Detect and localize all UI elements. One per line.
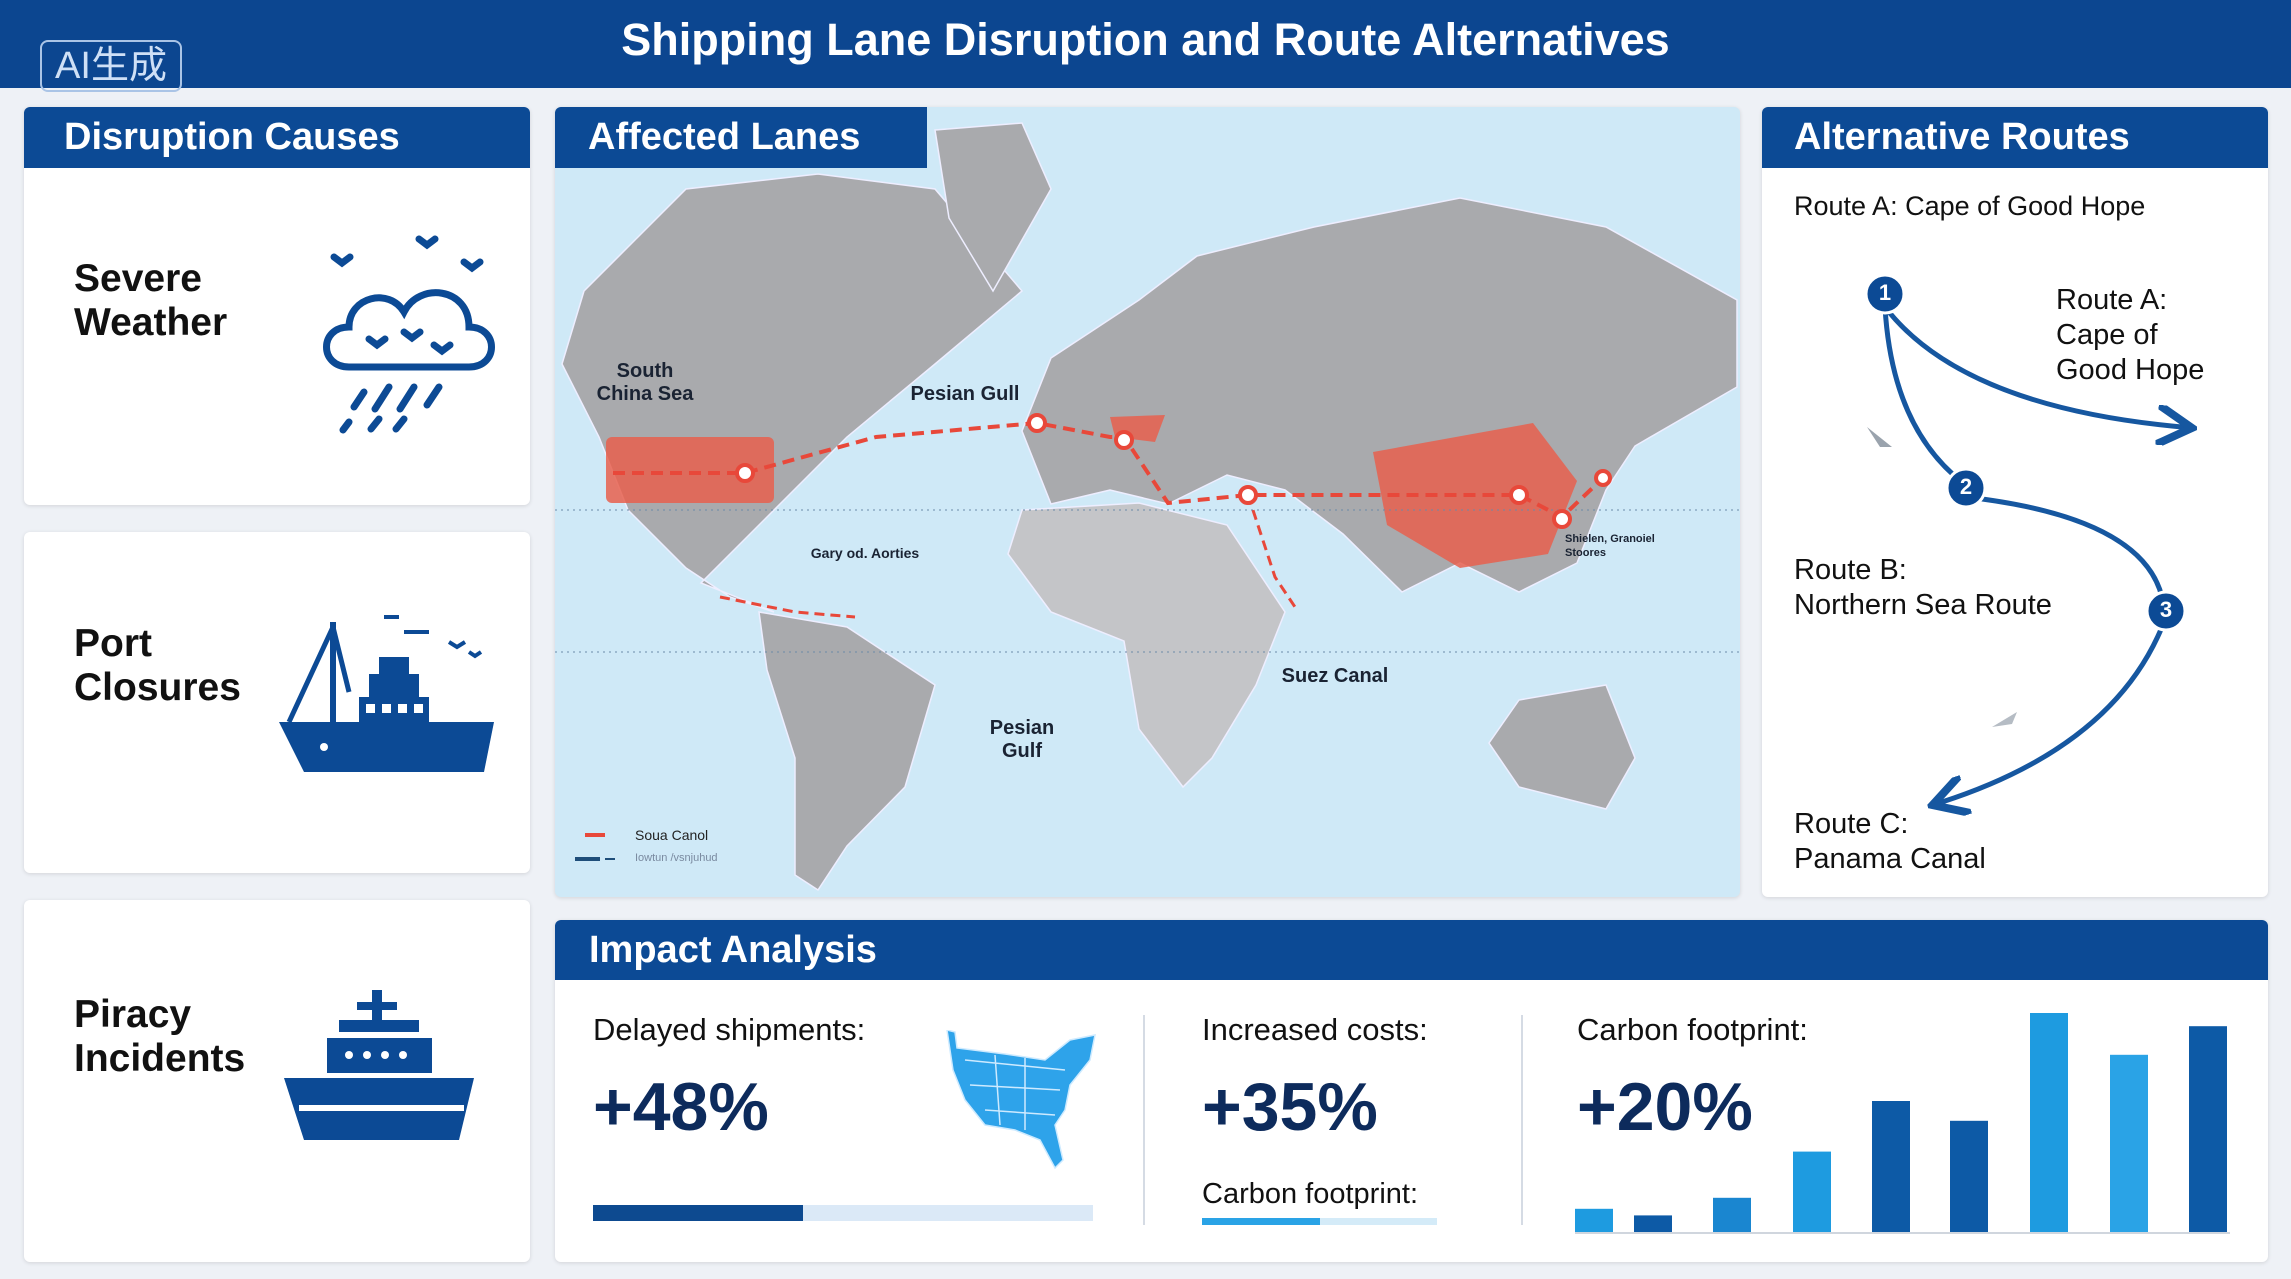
- costs-label: Increased costs:: [1202, 1012, 1428, 1047]
- ai-badge: AI生成: [40, 40, 182, 92]
- map-label: South China Sea: [596, 360, 694, 405]
- progress-fill: [593, 1205, 803, 1221]
- route-a-path: [1882, 304, 2182, 427]
- route-a-label[interactable]: Route A: Cape of Good Hope: [2056, 284, 2205, 386]
- delayed-label: Delayed shipments:: [593, 1012, 866, 1047]
- cause-label: Port Closures: [74, 622, 241, 709]
- cause-label: Severe Weather: [74, 257, 228, 344]
- bar: [1634, 1215, 1672, 1233]
- panel-title: Disruption Causes: [24, 107, 530, 168]
- bar: [2110, 1054, 2148, 1233]
- route-segment: [1882, 304, 1965, 485]
- cursor-icon: [1867, 427, 1892, 447]
- bar: [1872, 1101, 1910, 1233]
- costs-sub-label: Carbon footprint:: [1202, 1178, 1419, 1210]
- map-label: Suez Canal: [1281, 665, 1389, 687]
- alternative-routes-panel: Alternative Routes Route A: Cape of Good…: [1762, 107, 2268, 897]
- ship-icon: [284, 990, 474, 1140]
- carbon-value: +20%: [1577, 1069, 1753, 1145]
- world-map: [555, 122, 1740, 892]
- route-marker-2: [1945, 467, 1987, 509]
- marker-number: 1: [1878, 280, 1892, 305]
- disruption-causes-panel: Disruption Causes Severe Weather: [24, 107, 530, 505]
- progress-fill: [1202, 1218, 1320, 1225]
- marker-number: 3: [2159, 597, 2173, 622]
- route-c-label[interactable]: Route C: Panama Canal: [1794, 808, 1986, 875]
- delayed-progress-bar: [593, 1205, 1093, 1221]
- map-label: Pesian Gulf: [989, 717, 1055, 762]
- routes-subtitle: Route A: Cape of Good Hope: [1794, 191, 2146, 221]
- bar: [1793, 1151, 1831, 1233]
- impact-analysis-panel: Impact Analysis Delayed shipments: +48% …: [555, 920, 2268, 1262]
- route-marker-1: [1864, 273, 1906, 315]
- affected-lanes-map[interactable]: Affected Lanes South China Sea Pesian Gu…: [555, 107, 1740, 897]
- carbon-label: Carbon footprint:: [1577, 1012, 1808, 1047]
- route-segment: [1963, 494, 2165, 600]
- africa: [1007, 502, 1286, 789]
- panel-title: Impact Analysis: [555, 920, 2268, 980]
- carbon-bar-chart: [1575, 1013, 2230, 1234]
- bar: [1950, 1120, 1988, 1233]
- costs-progress-bar: [1202, 1218, 1437, 1225]
- bar: [1713, 1197, 1751, 1233]
- piracy-incidents-card: Piracy Incidents: [24, 900, 530, 1262]
- port-closures-card: Port Closures: [24, 532, 530, 873]
- bar: [2030, 1013, 2068, 1233]
- south-america: [758, 611, 936, 892]
- cargo-ship-icon: [279, 615, 494, 772]
- legend-item: Iowtun /vsnjuhud: [635, 852, 718, 864]
- costs-value: +35%: [1202, 1069, 1378, 1145]
- divider: [1143, 1015, 1145, 1225]
- cause-label: Piracy Incidents: [74, 993, 246, 1080]
- delayed-value: +48%: [593, 1069, 769, 1145]
- storm-cloud-icon: [323, 235, 495, 434]
- map-label: Shielen, Granoiel Stoores: [1565, 533, 1655, 559]
- greenland: [934, 122, 1052, 293]
- panel-title: Affected Lanes: [555, 107, 927, 168]
- route-b-label[interactable]: Route B: Northern Sea Route: [1794, 554, 2052, 621]
- usa-map-icon: [946, 1030, 1096, 1170]
- bar: [2189, 1026, 2227, 1233]
- route-c-path: [1942, 624, 2165, 802]
- page-title: Shipping Lane Disruption and Route Alter…: [621, 14, 1670, 65]
- cursor-icon: [1992, 712, 2017, 727]
- legend-item: Soua Canol: [635, 827, 709, 843]
- panel-title: Alternative Routes: [1762, 107, 2268, 168]
- route-marker-3: [2145, 590, 2187, 632]
- header: AI生成 Shipping Lane Disruption and Route …: [0, 0, 2291, 92]
- map-label: Gary od. Aorties: [810, 545, 920, 561]
- route-diagram: [1864, 273, 2268, 897]
- divider: [1521, 1015, 1523, 1225]
- marker-number: 2: [1959, 474, 1973, 499]
- australia: [1488, 684, 1636, 810]
- map-label: Pesian Gull: [910, 383, 1020, 405]
- bar: [1575, 1208, 1613, 1233]
- usa-highlight: [606, 437, 774, 503]
